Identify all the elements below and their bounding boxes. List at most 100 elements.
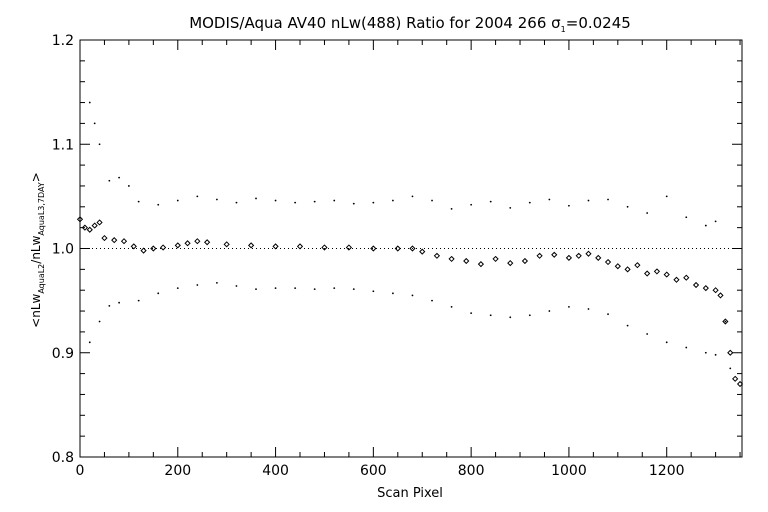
data-point-mean — [204, 239, 211, 246]
data-point-lower-bound — [411, 294, 414, 297]
data-point-lower-bound — [313, 288, 316, 291]
data-point-upper-bound — [509, 206, 512, 209]
data-point-lower-bound — [685, 346, 688, 349]
data-point-mean — [91, 222, 98, 229]
data-point-lower-bound — [196, 284, 199, 286]
data-point-lower-bound — [118, 301, 121, 304]
x-tick-label: 200 — [164, 463, 191, 479]
data-point-mean — [595, 254, 602, 261]
data-point-upper-bound — [685, 216, 688, 219]
data-point-mean — [727, 349, 734, 356]
data-point-upper-bound — [352, 202, 355, 205]
data-point-mean — [477, 261, 485, 268]
data-point-upper-bound — [714, 220, 717, 223]
y-tick-label: 1.2 — [52, 33, 74, 49]
data-point-mean — [433, 252, 441, 259]
data-point-lower-bound — [626, 324, 629, 327]
data-point-mean — [732, 375, 739, 382]
data-point-upper-bound — [470, 203, 473, 206]
x-tick-label: 600 — [360, 463, 387, 479]
data-point-lower-bound — [372, 290, 375, 293]
data-point-upper-bound — [127, 185, 130, 187]
data-point-mean — [174, 242, 181, 249]
data-point-mean — [717, 292, 724, 299]
data-point-mean — [634, 262, 641, 269]
data-point-upper-bound — [548, 198, 551, 201]
data-point-mean — [644, 270, 651, 277]
data-point-lower-bound — [274, 287, 277, 290]
data-point-mean — [160, 244, 167, 251]
data-point-mean — [551, 251, 558, 258]
data-point-mean — [184, 240, 191, 247]
data-point-mean — [120, 238, 128, 245]
data-point-upper-bound — [333, 199, 336, 202]
data-point-upper-bound — [196, 195, 199, 198]
data-point-upper-bound — [93, 122, 96, 125]
data-point-upper-bound — [255, 197, 257, 200]
data-point-mean — [130, 243, 137, 250]
data-point-upper-bound — [626, 205, 629, 208]
data-point-upper-bound — [587, 199, 590, 202]
data-point-mean — [565, 254, 573, 261]
data-point-mean — [409, 245, 416, 252]
data-point-mean — [492, 255, 499, 263]
data-point-mean — [614, 263, 621, 270]
data-point-lower-bound — [470, 312, 473, 315]
data-point-upper-bound — [646, 212, 649, 214]
data-point-lower-bound — [714, 353, 717, 356]
data-point-lower-bound — [294, 287, 297, 290]
data-point-mean — [150, 245, 157, 252]
data-point-mean — [345, 244, 353, 251]
data-point-mean — [712, 287, 719, 294]
data-point-mean — [692, 281, 700, 289]
data-point-mean — [575, 252, 582, 259]
data-point-mean — [248, 242, 255, 249]
x-tick-label: 0 — [76, 463, 85, 479]
data-point-upper-bound — [372, 201, 375, 204]
x-axis-label: Scan Pixel — [377, 486, 443, 501]
data-point-upper-bound — [98, 143, 101, 146]
data-point-mean — [272, 243, 279, 250]
data-point-mean — [86, 226, 93, 233]
data-point-lower-bound — [431, 299, 433, 302]
data-point-lower-bound — [528, 314, 531, 317]
data-point-mean — [419, 248, 426, 255]
data-point-mean — [394, 245, 401, 252]
data-point-mean — [296, 243, 304, 250]
data-point-mean — [448, 255, 455, 263]
data-point-mean — [101, 234, 108, 242]
data-point-lower-bound — [489, 314, 492, 317]
data-point-upper-bound — [665, 195, 668, 198]
data-point-mean — [521, 257, 529, 265]
data-point-lower-bound — [137, 299, 140, 302]
data-point-mean — [536, 252, 543, 259]
data-point-lower-bound — [98, 320, 101, 323]
data-point-lower-bound — [352, 288, 355, 291]
data-point-upper-bound — [489, 200, 492, 203]
data-point-mean — [673, 276, 680, 283]
data-point-lower-bound — [548, 310, 551, 312]
x-tick-label: 400 — [262, 463, 289, 479]
data-point-upper-bound — [215, 198, 218, 201]
data-point-mean — [223, 241, 230, 248]
data-point-upper-bound — [450, 207, 453, 210]
data-point-lower-bound — [665, 341, 668, 344]
y-tick-label: 0.9 — [52, 346, 74, 362]
data-point-mean — [76, 216, 84, 223]
data-point-upper-bound — [157, 203, 160, 206]
data-point-lower-bound — [729, 367, 732, 370]
data-point-upper-bound — [274, 199, 277, 202]
data-point-lower-bound — [587, 308, 590, 310]
data-point-lower-bound — [568, 305, 570, 308]
data-point-upper-bound — [607, 198, 609, 201]
data-point-mean — [111, 237, 118, 244]
data-point-mean — [585, 250, 592, 257]
data-point-mean — [663, 271, 670, 278]
data-point-mean — [81, 224, 88, 231]
data-point-lower-bound — [509, 316, 512, 319]
chart-title: MODIS/Aqua AV40 nLw(488) Ratio for 2004 … — [189, 14, 631, 34]
y-axis-label: <nLwAquaL2/nLwAquaL3,7DAY> — [29, 172, 46, 328]
data-point-mean — [683, 274, 690, 281]
